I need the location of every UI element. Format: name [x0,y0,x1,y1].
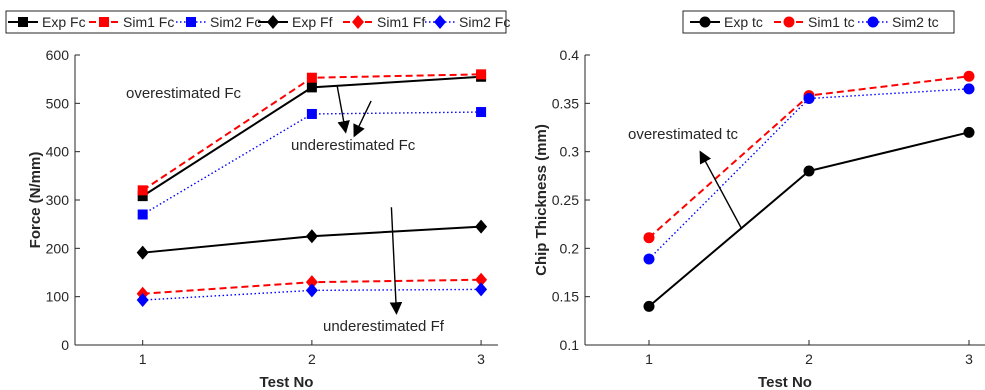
legend-label: Sim2 Fc [459,14,510,30]
y-tick-label: 600 [46,47,70,63]
legend-marker [99,17,109,27]
x-tick-label: 3 [965,351,973,367]
series-4 [136,219,488,260]
series-line [648,88,970,260]
y-tick-label: 200 [46,240,70,256]
data-point [963,126,975,138]
y-tick-label: 0.4 [560,47,580,63]
x-tick-label: 1 [645,351,653,367]
annotation-label: overestimated tc [628,126,739,143]
annotation-label: overestimated Fc [126,85,242,102]
data-point [475,282,488,297]
y-tick-label: 500 [46,95,70,111]
data-point [306,82,317,93]
data-point [643,253,655,265]
legend-label: Sim1 Ff [377,14,425,30]
chart-panel-1: 0 100 200 300 400 500 600 1 2 3 Test No Force (N/mm… [5,10,510,390]
legend-label: Sim1 Fc [123,14,174,30]
data-point [306,72,317,83]
annotation-arrow [389,207,403,315]
annotation-arrow [353,100,372,138]
data-point [137,209,148,220]
series-1 [643,126,975,312]
legend-marker [352,15,364,29]
legend-marker [699,16,711,28]
data-point [643,300,655,312]
annotation-arrow [336,86,350,134]
series-line [648,131,970,308]
legend-marker [434,15,446,29]
data-point [137,191,148,202]
y-tick-label: 0.2 [560,240,580,256]
legend-marker [267,15,279,29]
x-axis-label: Test No [758,374,812,390]
data-point [803,93,815,104]
series-3 [643,83,975,265]
y-axis-label: Force (N/mm) [27,152,44,249]
legend-label: Exp tc [724,14,763,30]
x-tick-label: 1 [139,351,147,367]
x-axis-label: Test No [260,374,314,390]
legend-marker [783,16,795,28]
series-6 [136,282,488,308]
data-point [963,70,975,82]
annotation-arrow [699,150,743,230]
legend: Exp Fc Sim1 Fc Sim2 Fc Exp Ff Sim1 Ff Sim2 Fc [5,10,510,34]
data-point [136,245,149,260]
y-axis-label: Chip Thickness (mm) [533,124,550,276]
data-point [476,107,487,118]
legend-marker [18,17,28,27]
data-point [137,185,148,196]
chart-panel-2: 0.1 0.15 0.2 0.25 0.3 0.35 0.4 1 2 3 Test No Chip T… [533,10,985,390]
data-point [136,293,149,308]
legend-label: Sim1 tc [808,14,855,30]
x-tick-label: 2 [805,351,813,367]
y-tick-label: 100 [46,289,70,305]
legend-label: Sim2 tc [892,14,939,30]
data-point [803,165,815,177]
y-tick-label: 0.1 [560,337,580,353]
legend-marker [186,17,196,27]
annotation-label: underestimated Ff [323,318,445,335]
data-point [305,283,318,298]
legend-box [682,10,955,34]
y-tick-label: 400 [46,144,70,160]
data-point [643,232,655,244]
data-point [963,83,975,95]
series-3 [137,107,487,220]
data-point [306,108,317,119]
y-tick-label: 0.25 [552,192,579,208]
annotation-label: underestimated Fc [291,137,416,154]
legend-label: Sim2 Fc [210,14,261,30]
legend: Exp tc Sim1 tc Sim2 tc [682,10,955,34]
data-point [476,69,487,80]
y-tick-label: 0 [61,337,69,353]
y-tick-label: 0.15 [552,289,579,305]
series-2 [137,69,487,196]
x-tick-label: 3 [477,351,485,367]
data-point [475,219,488,234]
legend-label: Exp Ff [292,14,333,30]
y-tick-label: 0.35 [552,95,579,111]
data-point [475,272,488,287]
y-tick-label: 0.3 [560,144,580,160]
data-point [305,275,318,290]
legend-marker [867,16,879,28]
x-tick-label: 2 [308,351,316,367]
legend-label: Exp Fc [42,14,86,30]
data-point [305,229,318,244]
y-tick-label: 300 [46,192,70,208]
legend-box [5,10,507,34]
